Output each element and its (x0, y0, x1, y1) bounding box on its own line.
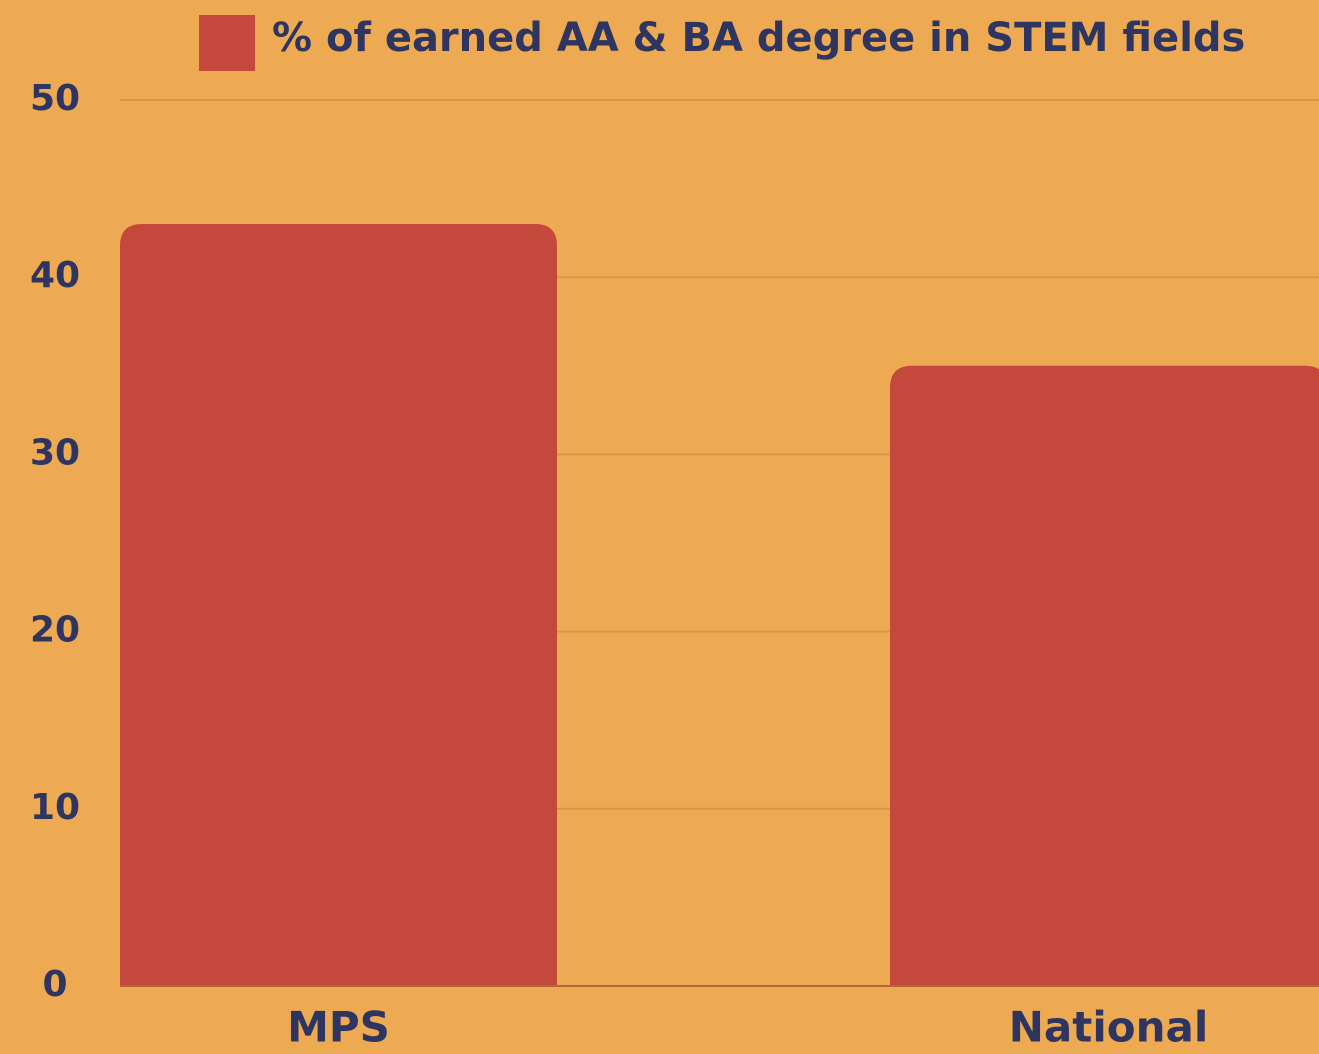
x-tick-label: MPS (287, 1003, 390, 1052)
y-tick-label: 10 (30, 787, 80, 828)
y-tick-label: 30 (30, 432, 80, 473)
y-tick-label: 50 (30, 78, 80, 119)
y-tick-label: 0 (42, 964, 67, 1005)
bar (120, 224, 557, 987)
y-tick-label: 40 (30, 255, 80, 296)
bar (890, 365, 1319, 986)
legend-label: % of earned AA & BA degree in STEM field… (272, 15, 1245, 61)
y-tick-label: 20 (30, 610, 80, 651)
legend-swatch (199, 15, 255, 71)
x-tick-label: National (1009, 1003, 1208, 1052)
